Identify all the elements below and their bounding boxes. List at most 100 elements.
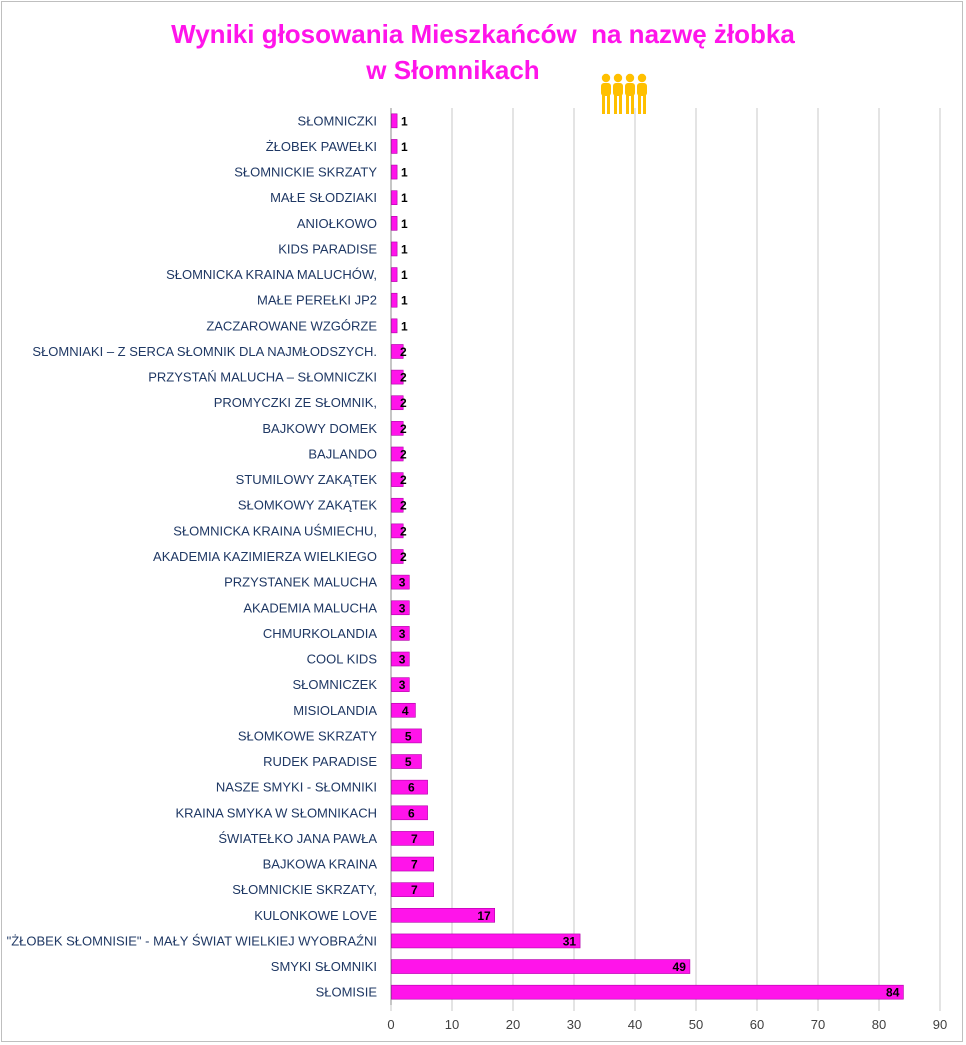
bar — [391, 856, 435, 872]
person-body-icon — [625, 83, 635, 96]
value-label: 2 — [400, 550, 407, 564]
x-tick-label: 80 — [872, 1017, 886, 1032]
category-label: AKADEMIA MALUCHA — [243, 600, 377, 615]
bar — [391, 139, 398, 154]
category-label: SŁOMNICKA KRAINA MALUCHÓW, — [166, 267, 377, 282]
value-label: 1 — [401, 114, 408, 128]
bar — [391, 369, 404, 385]
bar — [391, 600, 410, 616]
category-label: RUDEK PARADISE — [263, 754, 377, 769]
category-label: MISIOLANDIA — [293, 703, 377, 718]
value-label: 5 — [405, 755, 412, 769]
bar — [391, 779, 428, 795]
category-label: ANIOŁKOWO — [297, 216, 377, 231]
person-head-icon — [625, 73, 635, 83]
category-label: STUMILOWY ZAKĄTEK — [236, 472, 378, 487]
category-label: PRZYSTAŃ MALUCHA – SŁOMNICZKI — [148, 370, 377, 385]
person-leg-icon — [614, 95, 617, 114]
person-head-icon — [637, 73, 647, 83]
value-label: 6 — [408, 806, 415, 820]
x-tick-label: 0 — [387, 1017, 394, 1032]
category-label: AKADEMIA KAZIMIERZA WIELKIEGO — [153, 549, 377, 564]
value-label: 1 — [401, 268, 408, 282]
value-label: 2 — [400, 447, 407, 461]
category-label: SMYKI SŁOMNIKI — [271, 959, 377, 974]
value-label: 1 — [401, 140, 408, 154]
category-label: KRAINA SMYKA W SŁOMNIKACH — [175, 805, 377, 820]
value-label: 2 — [400, 473, 407, 487]
bar — [391, 651, 410, 667]
value-label: 7 — [411, 858, 418, 872]
bar — [391, 523, 404, 539]
value-label: 2 — [400, 524, 407, 538]
category-label: SŁOMISIE — [316, 985, 378, 1000]
value-label: 2 — [400, 422, 407, 436]
category-label: SŁOMNICKIE SKRZATY — [234, 165, 377, 180]
value-label: 2 — [400, 396, 407, 410]
person-head-icon — [601, 73, 611, 83]
bar — [391, 959, 691, 974]
bar — [391, 292, 398, 308]
value-label: 3 — [399, 627, 406, 641]
value-label: 4 — [402, 704, 409, 718]
x-tick-label: 20 — [506, 1017, 520, 1032]
bars — [391, 113, 904, 1000]
x-tick-label: 40 — [628, 1017, 642, 1032]
value-label: 1 — [401, 217, 408, 231]
category-label: MAŁE PEREŁKI JP2 — [257, 293, 377, 308]
value-label: 3 — [399, 601, 406, 615]
category-label: KIDS PARADISE — [278, 241, 377, 256]
family-people-icon — [601, 73, 647, 114]
value-label: 1 — [401, 166, 408, 180]
value-label: 49 — [673, 960, 687, 974]
value-label: 1 — [401, 242, 408, 256]
bar — [391, 267, 398, 282]
bar — [391, 344, 404, 359]
value-label: 84 — [886, 986, 900, 1000]
bar — [391, 882, 435, 897]
value-labels: 1 1 1 1 1 1 1 1 1 2 2 2 2 2 2 2 2 2 3 3 3 3 3 4 5 5 6 6 7 7 7 17 31 49 84 — [399, 114, 900, 999]
category-label: SŁOMNICZKI — [298, 113, 377, 128]
value-label: 7 — [411, 883, 418, 897]
category-label: NASZE SMYKI - SŁOMNIKI — [216, 780, 377, 795]
bar — [391, 933, 581, 949]
chart-title-line1: Wyniki głosowania Mieszkańców na nazwę ż… — [171, 19, 795, 49]
person-leg-icon — [638, 95, 641, 114]
bar — [391, 907, 495, 923]
value-label: 2 — [400, 345, 407, 359]
bar — [391, 626, 410, 641]
category-label: ŻŁOBEK PAWEŁKI — [266, 139, 377, 154]
category-label: COOL KIDS — [307, 652, 378, 667]
value-label: 3 — [399, 653, 406, 667]
bar — [391, 113, 398, 129]
bar — [391, 395, 404, 411]
category-label: PROMYCZKI ZE SŁOMNIK, — [214, 395, 377, 410]
value-label: 31 — [563, 934, 577, 948]
category-label: ŚWIATEŁKO JANA PAWŁA — [218, 831, 377, 846]
category-label: SŁOMNICKIE SKRZATY, — [232, 882, 377, 897]
category-label: PRZYSTANEK MALUCHA — [224, 575, 377, 590]
category-label: ZACZAROWANE WZGÓRZE — [206, 318, 377, 333]
person-leg-icon — [643, 95, 646, 114]
x-tick-label: 50 — [689, 1017, 703, 1032]
value-label: 2 — [400, 499, 407, 513]
bar — [391, 446, 404, 462]
x-axis-ticks: 0 10 20 30 40 50 60 70 80 90 — [387, 1017, 947, 1032]
value-label: 3 — [399, 678, 406, 692]
person-leg-icon — [602, 95, 605, 114]
category-label: BAJLANDO — [308, 446, 377, 461]
person-leg-icon — [607, 95, 610, 114]
category-label: MAŁE SŁODZIAKI — [270, 190, 377, 205]
bar — [391, 831, 435, 846]
value-label: 3 — [399, 576, 406, 590]
chart-title-line2: w Słomnikach — [366, 55, 540, 85]
x-tick-label: 70 — [811, 1017, 825, 1032]
bar — [391, 677, 410, 692]
bar — [391, 421, 404, 436]
person-head-icon — [613, 73, 623, 83]
value-label: 1 — [401, 319, 408, 333]
category-label: KULONKOWE LOVE — [254, 908, 377, 923]
bar — [391, 805, 428, 821]
category-label: "ŻŁOBEK SŁOMNISIE" - MAŁY ŚWIAT WIELKIEJ… — [7, 933, 377, 948]
